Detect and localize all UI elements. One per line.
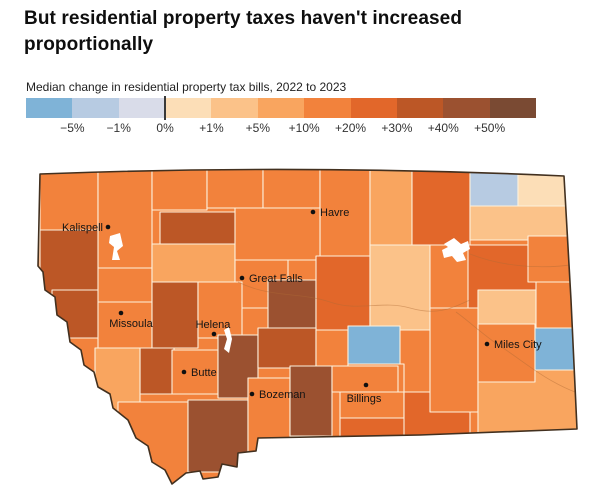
- county-c09: [469, 169, 519, 207]
- legend-segment: [118, 98, 166, 118]
- legend-label: −5%: [60, 121, 85, 135]
- legend-segment: [350, 98, 397, 118]
- county-c23: [527, 235, 577, 283]
- legend-segment: [304, 98, 351, 118]
- city-label-billings: Billings: [347, 393, 382, 405]
- county-c03: [151, 169, 208, 211]
- legend-segment: [165, 98, 212, 118]
- river-lines: [237, 253, 577, 393]
- county-c19: [267, 279, 317, 331]
- county-c24: [477, 289, 537, 325]
- canyon-ferry-lake: [224, 327, 232, 353]
- city-dot-miles-city: [484, 341, 490, 347]
- legend-label: 0%: [156, 121, 174, 135]
- legend-zero-tick: [164, 96, 167, 120]
- county-c10: [517, 169, 567, 211]
- county-c05: [262, 169, 321, 211]
- legend-segment: [26, 98, 73, 118]
- legend-segment: [489, 98, 536, 118]
- county-c33: [257, 327, 317, 369]
- legend-label: +1%: [199, 121, 224, 135]
- county-c02: [97, 169, 153, 269]
- county-c34: [315, 329, 349, 367]
- city-dot-havre: [310, 209, 316, 215]
- county-c47: [534, 327, 577, 371]
- city-dot-billings: [363, 382, 369, 388]
- county-c37: [117, 401, 189, 484]
- city-label-miles-city: Miles City: [494, 339, 542, 351]
- city-dot-kalispell: [105, 224, 111, 230]
- city-dot-helena: [211, 331, 217, 337]
- county-c20: [315, 255, 371, 331]
- city-dot-bozeman: [249, 391, 255, 397]
- legend-label: +40%: [427, 121, 459, 135]
- county-c40: [289, 365, 333, 437]
- legend-label: +50%: [474, 121, 506, 135]
- legend-segment: [396, 98, 444, 118]
- city-label-missoula: Missoula: [109, 318, 153, 330]
- legend-segment: [257, 98, 305, 118]
- city-label-butte: Butte: [191, 367, 217, 379]
- county-c21: [369, 244, 431, 331]
- city-label-kalispell: Kalispell: [62, 222, 103, 234]
- county-c16: [151, 243, 236, 283]
- montana-county-map: Kalispell Havre Great Falls Missoula Helena B…: [37, 168, 578, 485]
- county-c38: [187, 399, 249, 473]
- legend-segment: [443, 98, 490, 118]
- legend-labels: −5% −1% 0% +1% +5% +10% +20% +30% +40% +50%: [26, 121, 536, 136]
- county-c41: [331, 365, 399, 393]
- legend-label: +5%: [245, 121, 270, 135]
- county-c46: [477, 323, 536, 383]
- county-c27: [151, 281, 199, 349]
- city-dot-butte: [181, 369, 187, 375]
- city-label-bozeman: Bozeman: [259, 389, 305, 401]
- chart-title: But residential property taxes haven't i…: [24, 8, 463, 55]
- legend-label: +10%: [288, 121, 320, 135]
- legend-label: +20%: [335, 121, 367, 135]
- legend-segment: [72, 98, 119, 118]
- county-c35: [347, 325, 401, 365]
- county-c13: [97, 267, 153, 303]
- legend-label: +30%: [381, 121, 413, 135]
- legend-color-bar: [26, 96, 536, 120]
- legend-label: −1%: [106, 121, 131, 135]
- city-label-helena: Helena: [196, 319, 232, 331]
- county-c11: [469, 205, 571, 241]
- legend-segment: [211, 98, 258, 118]
- county-c12b: [51, 289, 106, 339]
- city-label-great-falls: Great Falls: [249, 273, 303, 285]
- fort-peck-lake: [442, 238, 470, 262]
- county-c17: [234, 207, 321, 261]
- chart-subtitle: Median change in residential property ta…: [26, 80, 347, 94]
- county-c14: [159, 211, 238, 245]
- county-c08: [411, 169, 471, 246]
- city-dot-missoula: [118, 310, 124, 316]
- county-c04: [206, 169, 264, 209]
- state-outline: [37, 168, 578, 485]
- county-c07: [369, 169, 413, 246]
- city-label-havre: Havre: [320, 207, 349, 219]
- city-dot-great-falls: [239, 275, 245, 281]
- county-c01: [39, 169, 99, 231]
- county-c25: [535, 281, 577, 331]
- flathead-lake: [109, 233, 123, 260]
- county-c29: [139, 347, 175, 395]
